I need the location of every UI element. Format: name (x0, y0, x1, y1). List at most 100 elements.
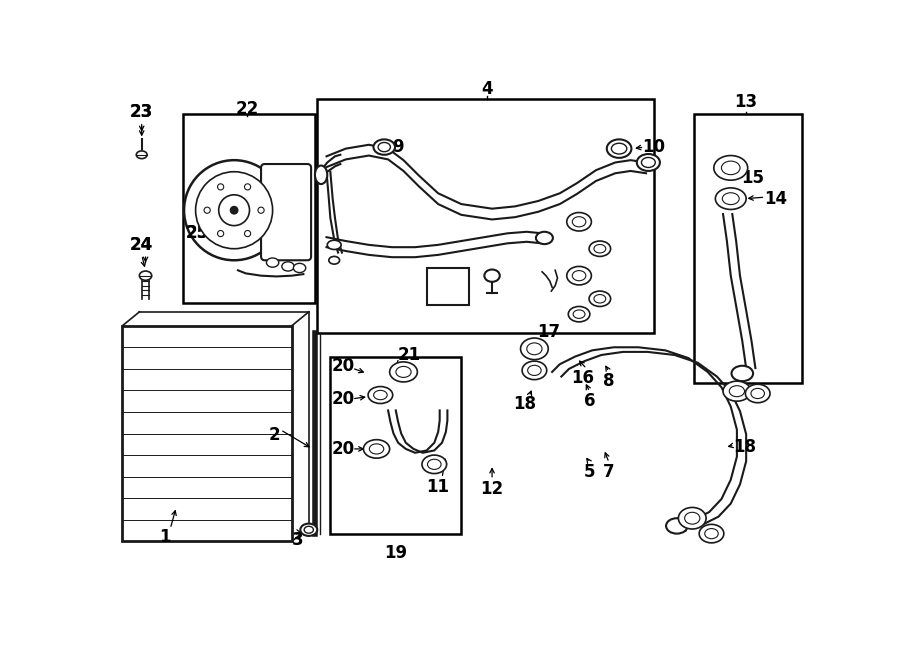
Ellipse shape (732, 366, 753, 381)
Circle shape (245, 231, 251, 237)
Bar (318, 98, 653, 333)
Ellipse shape (369, 444, 383, 454)
Text: 14: 14 (764, 190, 787, 208)
Ellipse shape (745, 384, 770, 403)
Text: 3: 3 (292, 531, 303, 549)
Bar (183, 114, 315, 303)
Text: 20: 20 (332, 390, 355, 408)
Ellipse shape (723, 193, 739, 205)
Text: 20: 20 (332, 440, 355, 458)
Text: 8: 8 (603, 372, 615, 390)
Ellipse shape (301, 524, 318, 536)
Text: 25: 25 (185, 224, 209, 243)
Circle shape (245, 184, 251, 190)
Ellipse shape (723, 381, 751, 401)
Bar (330, 356, 461, 533)
Text: 17: 17 (537, 323, 561, 341)
Ellipse shape (637, 154, 660, 171)
Text: 23: 23 (130, 103, 153, 122)
Text: 18: 18 (513, 395, 536, 413)
Ellipse shape (328, 240, 341, 249)
Text: 11: 11 (427, 479, 450, 496)
Ellipse shape (567, 213, 591, 231)
Circle shape (184, 160, 284, 260)
Ellipse shape (304, 526, 313, 533)
Bar (427, 268, 469, 305)
Ellipse shape (716, 188, 746, 210)
Ellipse shape (374, 391, 387, 400)
Text: 12: 12 (481, 480, 504, 498)
Ellipse shape (594, 245, 606, 253)
Text: 19: 19 (384, 544, 408, 562)
Ellipse shape (368, 387, 392, 403)
Ellipse shape (396, 366, 411, 377)
Ellipse shape (572, 217, 586, 227)
Ellipse shape (751, 389, 764, 399)
Text: 17: 17 (669, 518, 692, 537)
Bar (694, 114, 803, 383)
Circle shape (195, 172, 273, 249)
Text: 4: 4 (481, 79, 492, 98)
Ellipse shape (293, 263, 306, 272)
Ellipse shape (685, 512, 700, 524)
Circle shape (218, 184, 224, 190)
Ellipse shape (722, 161, 740, 175)
Text: 22: 22 (236, 100, 259, 118)
Ellipse shape (573, 310, 585, 319)
Bar (122, 326, 292, 541)
Ellipse shape (607, 139, 632, 158)
Text: 20: 20 (332, 357, 355, 375)
Text: 2: 2 (268, 426, 280, 444)
Ellipse shape (484, 270, 500, 282)
Ellipse shape (729, 385, 744, 397)
Ellipse shape (679, 508, 706, 529)
Ellipse shape (590, 291, 610, 307)
Text: 15: 15 (741, 169, 764, 187)
Ellipse shape (378, 143, 391, 152)
Ellipse shape (428, 459, 441, 469)
Circle shape (258, 207, 264, 214)
Ellipse shape (594, 295, 606, 303)
Text: 13: 13 (734, 93, 758, 112)
Ellipse shape (527, 366, 541, 375)
Circle shape (219, 195, 249, 225)
Ellipse shape (526, 343, 542, 355)
Ellipse shape (266, 258, 279, 267)
Text: 23: 23 (130, 103, 153, 122)
Text: 21: 21 (397, 346, 420, 364)
FancyBboxPatch shape (261, 164, 311, 260)
Circle shape (204, 207, 211, 214)
Text: 7: 7 (603, 463, 615, 481)
Ellipse shape (567, 266, 591, 285)
Ellipse shape (374, 139, 395, 155)
Ellipse shape (642, 157, 655, 167)
Text: 5: 5 (584, 463, 596, 481)
Ellipse shape (666, 518, 688, 533)
Ellipse shape (568, 307, 590, 322)
Ellipse shape (590, 241, 610, 256)
Ellipse shape (699, 524, 724, 543)
Ellipse shape (390, 362, 418, 382)
Text: 25: 25 (185, 224, 209, 243)
Text: 24: 24 (130, 236, 153, 254)
Text: 18: 18 (734, 438, 756, 456)
Ellipse shape (282, 262, 294, 271)
Ellipse shape (705, 529, 718, 539)
Text: 6: 6 (584, 392, 596, 410)
Text: 9: 9 (392, 138, 404, 156)
Ellipse shape (328, 256, 339, 264)
Text: 1: 1 (159, 529, 171, 547)
Ellipse shape (315, 165, 328, 184)
Ellipse shape (364, 440, 390, 458)
Circle shape (218, 231, 224, 237)
Ellipse shape (714, 155, 748, 180)
Ellipse shape (611, 143, 626, 154)
Ellipse shape (140, 271, 152, 280)
Ellipse shape (536, 232, 553, 244)
Ellipse shape (136, 151, 147, 159)
Ellipse shape (522, 361, 546, 379)
Circle shape (230, 206, 238, 214)
Ellipse shape (422, 455, 446, 473)
Text: 24: 24 (130, 236, 153, 254)
Ellipse shape (520, 338, 548, 360)
